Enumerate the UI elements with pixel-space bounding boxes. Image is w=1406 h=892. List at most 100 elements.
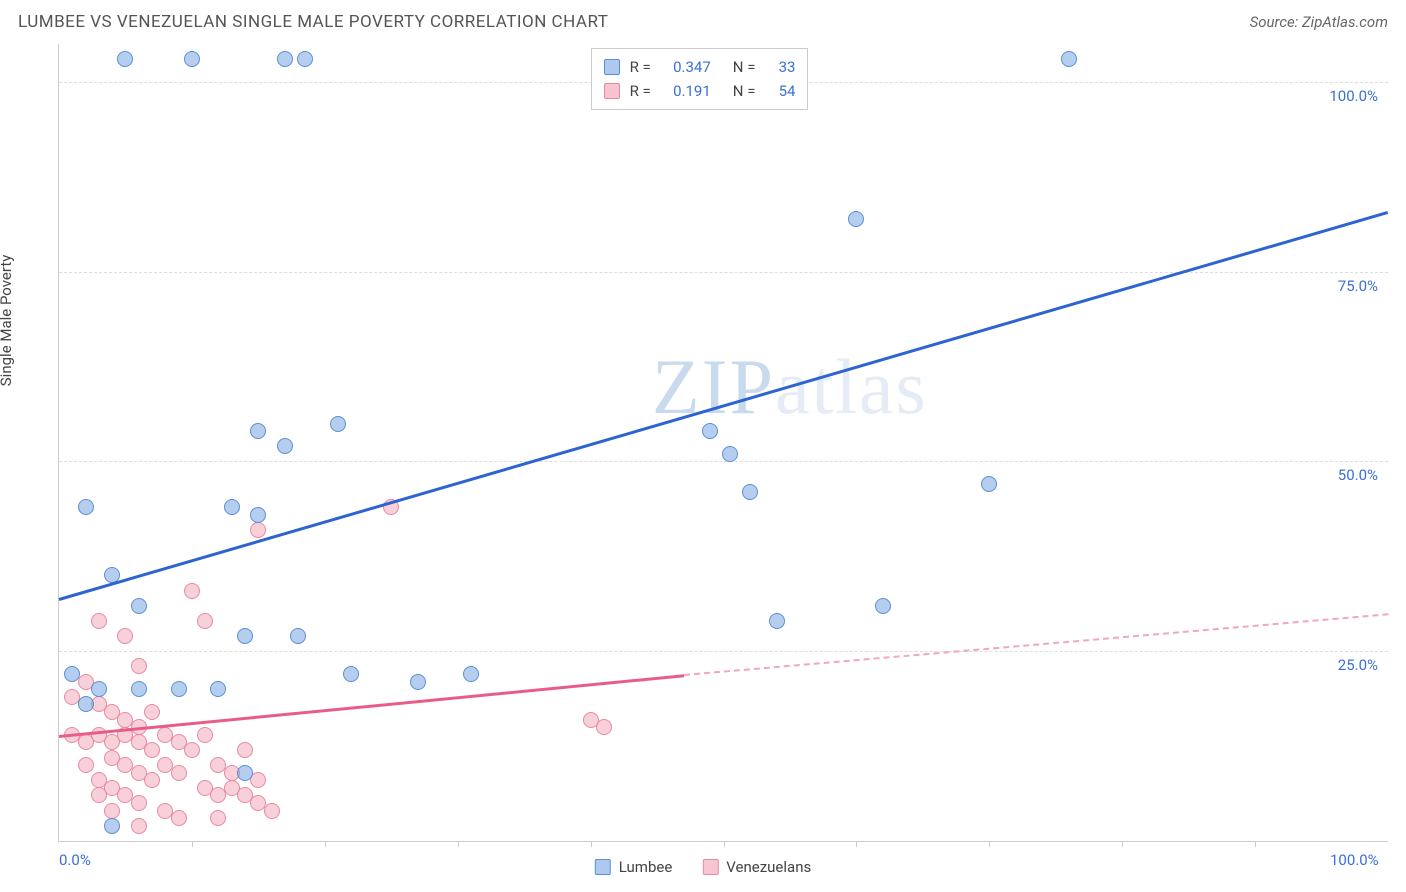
chart-header: LUMBEE VS VENEZUELAN SINGLE MALE POVERTY… (0, 0, 1406, 38)
chart-title: LUMBEE VS VENEZUELAN SINGLE MALE POVERTY… (18, 12, 608, 32)
data-point (78, 696, 94, 712)
r-value: 0.347 (661, 55, 711, 79)
x-minor-tick (724, 841, 725, 847)
r-value: 0.191 (661, 79, 711, 103)
data-point (848, 211, 864, 227)
data-point (144, 742, 160, 758)
stats-legend: R = 0.347 N = 33 R = 0.191 N = 54 (591, 48, 809, 110)
data-point (210, 681, 226, 697)
data-point (78, 499, 94, 515)
data-point (224, 499, 240, 515)
data-point (1061, 51, 1077, 67)
data-point (104, 818, 120, 834)
gridline-h (59, 651, 1388, 652)
x-minor-tick (192, 841, 193, 847)
series-legend: Lumbee Venezuelans (595, 858, 811, 876)
chart-area: Single Male Poverty ZIPatlas 25.0%50.0%7… (18, 44, 1388, 842)
data-point (117, 628, 133, 644)
data-point (104, 803, 120, 819)
data-point (297, 51, 313, 67)
x-minor-tick (325, 841, 326, 847)
data-point (250, 423, 266, 439)
data-point (702, 423, 718, 439)
watermark-zip: ZIP (652, 343, 775, 430)
x-minor-tick (458, 841, 459, 847)
data-point (91, 613, 107, 629)
legend-item-venezuelans: Venezuelans (702, 858, 811, 876)
data-point (875, 598, 891, 614)
legend-label: Venezuelans (726, 858, 811, 876)
x-minor-tick (1255, 841, 1256, 847)
n-value: 54 (765, 79, 795, 103)
legend-swatch-pink (702, 859, 718, 875)
legend-swatch-icon (604, 59, 620, 75)
source-attribution: Source: ZipAtlas.com (1250, 13, 1388, 31)
data-point (264, 803, 280, 819)
data-point (131, 818, 147, 834)
data-point (91, 681, 107, 697)
data-point (144, 772, 160, 788)
n-label: N = (733, 55, 756, 79)
data-point (343, 666, 359, 682)
data-point (277, 51, 293, 67)
data-point (410, 674, 426, 690)
y-axis-label: Single Male Poverty (0, 255, 15, 387)
data-point (330, 416, 346, 432)
data-point (769, 613, 785, 629)
data-point (131, 681, 147, 697)
data-point (144, 704, 160, 720)
stats-legend-row: R = 0.347 N = 33 (604, 55, 796, 79)
y-tick-label: 25.0% (1338, 656, 1378, 674)
data-point (184, 51, 200, 67)
data-point (722, 446, 738, 462)
y-tick-label: 50.0% (1338, 466, 1378, 484)
data-point (277, 438, 293, 454)
y-tick-label: 100.0% (1329, 87, 1378, 105)
n-value: 33 (765, 55, 795, 79)
data-point (91, 787, 107, 803)
data-point (64, 666, 80, 682)
data-point (131, 658, 147, 674)
data-point (237, 628, 253, 644)
x-minor-tick (989, 841, 990, 847)
data-point (237, 742, 253, 758)
data-point (210, 810, 226, 826)
data-point (117, 51, 133, 67)
data-point (290, 628, 306, 644)
data-point (237, 765, 253, 781)
watermark-atlas: atlas (775, 343, 928, 430)
x-minor-tick (856, 841, 857, 847)
data-point (742, 484, 758, 500)
data-point (171, 681, 187, 697)
data-point (131, 795, 147, 811)
r-label: R = (630, 79, 651, 103)
legend-swatch-blue (595, 859, 611, 875)
gridline-h (59, 461, 1388, 462)
n-label: N = (733, 79, 756, 103)
legend-swatch-icon (604, 83, 620, 99)
r-label: R = (630, 55, 651, 79)
data-point (131, 598, 147, 614)
trend-line (684, 613, 1389, 676)
data-point (78, 757, 94, 773)
data-point (250, 507, 266, 523)
data-point (184, 583, 200, 599)
plot-region: ZIPatlas 25.0%50.0%75.0%100.0%0.0%100.0%… (58, 44, 1388, 842)
x-tick-label: 0.0% (59, 851, 91, 869)
legend-item-lumbee: Lumbee (595, 858, 673, 876)
data-point (250, 522, 266, 538)
stats-legend-row: R = 0.191 N = 54 (604, 79, 796, 103)
data-point (197, 613, 213, 629)
data-point (583, 712, 599, 728)
data-point (463, 666, 479, 682)
trend-line (59, 211, 1389, 601)
x-minor-tick (591, 841, 592, 847)
legend-label: Lumbee (619, 858, 673, 876)
data-point (171, 810, 187, 826)
data-point (171, 765, 187, 781)
data-point (184, 742, 200, 758)
data-point (197, 727, 213, 743)
data-point (981, 476, 997, 492)
x-tick-label: 100.0% (1330, 851, 1379, 869)
y-tick-label: 75.0% (1338, 277, 1378, 295)
